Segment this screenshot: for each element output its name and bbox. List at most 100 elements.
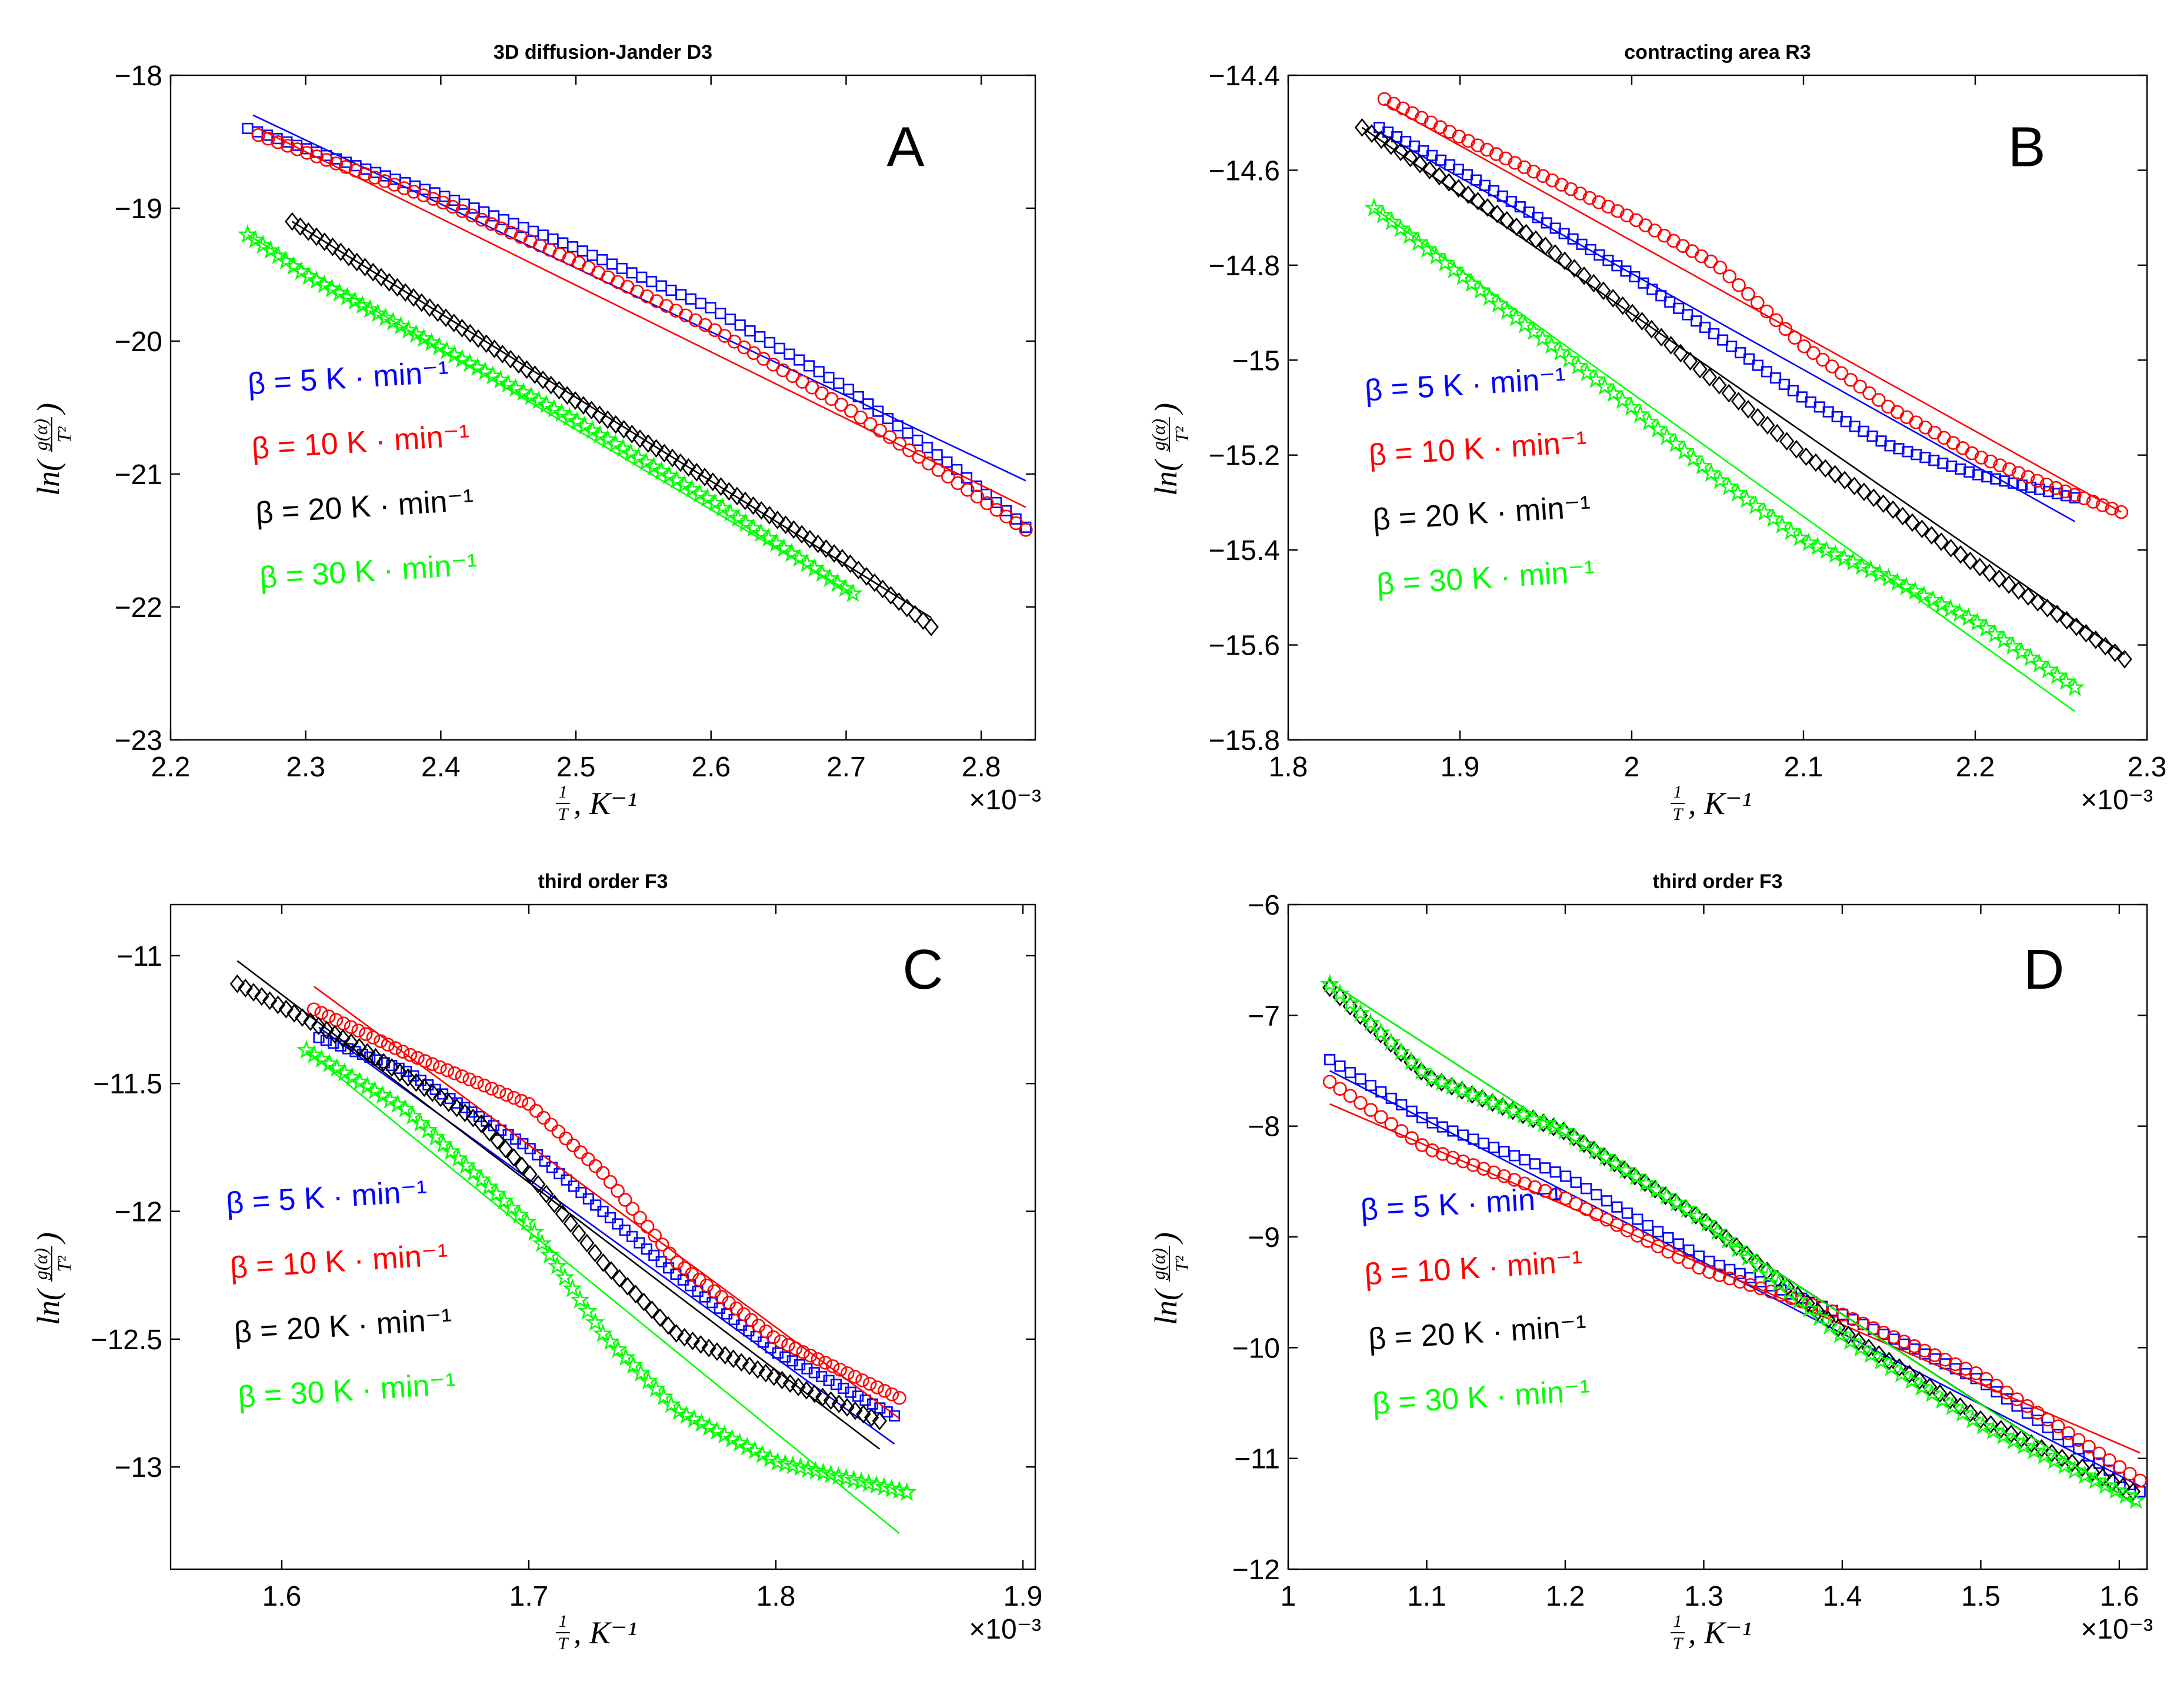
data-point [1499, 211, 1515, 230]
data-point [612, 1218, 624, 1230]
y-tick-label: −9 [1248, 1222, 1280, 1253]
data-point [1678, 1199, 1693, 1218]
data-point [2002, 462, 2016, 476]
data-point [1422, 161, 1438, 180]
data-point [471, 1169, 491, 1189]
data-point [1763, 1285, 1778, 1299]
data-point [1422, 1068, 1442, 1087]
data-point [559, 406, 579, 426]
x-tick-label: 1.3 [1684, 1581, 1723, 1612]
data-point [498, 1139, 514, 1159]
data-point [1932, 594, 1952, 613]
data-point [598, 429, 618, 448]
y-tick-label: −22 [115, 592, 162, 623]
data-point [713, 477, 729, 496]
panel-letter: A [886, 115, 924, 178]
data-point [1778, 322, 1793, 336]
data-point [1497, 301, 1518, 320]
data-point [889, 1410, 901, 1422]
data-layer [229, 960, 917, 1534]
chart-panel-C: third order F3 1.6 1.7 1.8 1.9 −13 −12.5 −12 −11… [30, 870, 1042, 1653]
data-point [567, 411, 587, 431]
data-point [344, 1020, 358, 1034]
data-point [801, 1363, 813, 1375]
data-point [1885, 500, 1901, 519]
data-point [335, 1040, 346, 1052]
y-axis-label: ln(g(α) T²) [30, 1232, 75, 1325]
data-point [1825, 359, 1839, 373]
data-point [348, 164, 363, 178]
data-point [536, 1110, 551, 1125]
data-point [396, 1045, 410, 1059]
data-point [715, 308, 726, 319]
x-label-denominator: T [1673, 1634, 1684, 1653]
data-point [2126, 1490, 2146, 1509]
data-point [1965, 446, 1979, 461]
data-point [1595, 376, 1615, 395]
data-point [1625, 303, 1640, 323]
data-point [561, 1174, 572, 1186]
x-tick-label: 1.9 [1004, 1581, 1043, 1612]
data-point [2098, 636, 2113, 656]
data-point [455, 1069, 469, 1083]
data-point [559, 1131, 573, 1146]
series-diamond [1354, 118, 2132, 669]
data-point [1634, 312, 1650, 331]
data-point [303, 1012, 318, 1031]
data-point [581, 1152, 595, 1166]
data-point [924, 618, 939, 636]
data-point [604, 1212, 616, 1223]
data-point [1843, 552, 1863, 571]
data-layer [1354, 92, 2132, 712]
data-point [2049, 605, 2065, 623]
data-point [892, 436, 906, 451]
data-point [1983, 1415, 1999, 1434]
data-point [613, 438, 633, 458]
data-point [547, 1256, 568, 1275]
data-point [474, 1114, 489, 1133]
fit-line [1361, 126, 2125, 655]
data-point [2117, 649, 2132, 669]
data-point [714, 1425, 735, 1444]
data-point [1993, 1426, 2013, 1445]
y-axis-label: ln(g(α) T²) [1148, 1232, 1192, 1325]
data-point [495, 345, 510, 363]
x-scale-label: ×10⁻³ [969, 1614, 1041, 1645]
data-point [261, 131, 275, 146]
data-point [359, 1027, 373, 1041]
data-point [803, 360, 815, 372]
data-point [1896, 576, 1916, 596]
data-point [1340, 993, 1361, 1012]
data-point [1672, 1238, 1685, 1250]
data-point [676, 1405, 696, 1425]
data-point [628, 1285, 644, 1304]
data-point [854, 410, 868, 425]
x-tick-label: 2.2 [1956, 752, 1995, 783]
data-point [329, 282, 350, 302]
data-point [1595, 1146, 1615, 1166]
data-point [2023, 1440, 2044, 1460]
data-point [511, 355, 526, 374]
data-point [931, 463, 946, 477]
data-point [1471, 280, 1491, 299]
y-tick-label: −10 [1232, 1333, 1280, 1364]
data-point [329, 156, 344, 171]
data-point [760, 1448, 780, 1467]
data-point [1850, 1337, 1871, 1357]
data-point [414, 293, 429, 312]
data-point [666, 470, 687, 489]
y-tick-label: −23 [115, 725, 162, 756]
fit-line [1329, 981, 2136, 1506]
data-point [604, 1261, 619, 1280]
data-point [376, 1053, 391, 1072]
data-point [1575, 1133, 1595, 1153]
data-point [2034, 1445, 2054, 1465]
data-point [328, 1037, 339, 1049]
data-point [584, 401, 599, 420]
data-point [855, 1373, 869, 1387]
y-tick-label: −19 [115, 194, 162, 225]
data-point [1760, 416, 1775, 435]
x-tick-label: 1.7 [509, 1581, 549, 1612]
fit-line [306, 1049, 900, 1534]
data-point [300, 146, 314, 160]
